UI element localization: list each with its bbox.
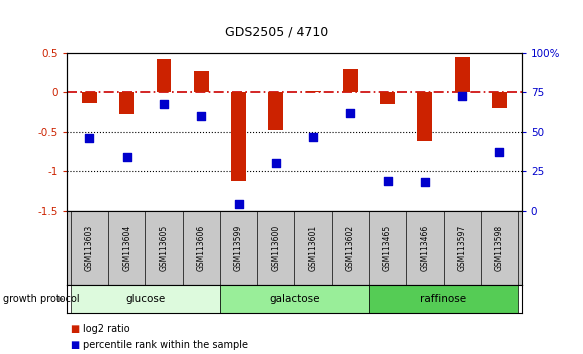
Bar xyxy=(120,92,134,114)
Text: log2 ratio: log2 ratio xyxy=(83,324,129,333)
Text: GDS2505 / 4710: GDS2505 / 4710 xyxy=(225,26,329,39)
Text: GSM113601: GSM113601 xyxy=(308,225,318,271)
Point xyxy=(308,134,318,139)
Bar xyxy=(380,92,395,104)
Bar xyxy=(220,285,369,313)
Text: ■: ■ xyxy=(70,324,79,333)
Text: GSM113465: GSM113465 xyxy=(383,225,392,271)
Text: GSM113598: GSM113598 xyxy=(495,225,504,271)
Text: glucose: glucose xyxy=(125,294,166,304)
Point xyxy=(234,201,243,207)
Text: GSM113466: GSM113466 xyxy=(420,225,429,271)
Text: galactose: galactose xyxy=(269,294,319,304)
Bar xyxy=(231,92,246,181)
Text: raffinose: raffinose xyxy=(420,294,466,304)
Text: percentile rank within the sample: percentile rank within the sample xyxy=(83,340,248,350)
Point xyxy=(271,161,280,166)
Bar xyxy=(492,92,507,108)
Point xyxy=(420,179,430,185)
Bar xyxy=(305,91,321,92)
Point xyxy=(346,110,355,116)
Point xyxy=(122,154,131,160)
Bar xyxy=(417,92,433,141)
Point xyxy=(196,113,206,119)
Text: ■: ■ xyxy=(70,340,79,350)
Text: GSM113597: GSM113597 xyxy=(458,225,466,271)
Bar xyxy=(455,57,469,92)
Text: GSM113606: GSM113606 xyxy=(196,225,206,271)
Bar xyxy=(156,59,171,92)
Bar xyxy=(194,71,209,92)
Bar xyxy=(71,285,220,313)
Point xyxy=(159,101,168,106)
Bar xyxy=(343,69,358,92)
Bar xyxy=(369,285,518,313)
Text: GSM113602: GSM113602 xyxy=(346,225,355,271)
Text: GSM113603: GSM113603 xyxy=(85,225,94,271)
Text: growth protocol: growth protocol xyxy=(3,294,79,304)
Text: GSM113599: GSM113599 xyxy=(234,225,243,271)
Point xyxy=(85,135,94,141)
Text: GSM113605: GSM113605 xyxy=(160,225,168,271)
Text: GSM113604: GSM113604 xyxy=(122,225,131,271)
Point xyxy=(458,93,467,98)
Point xyxy=(383,178,392,183)
Text: GSM113600: GSM113600 xyxy=(271,225,280,271)
Bar xyxy=(268,92,283,130)
Bar xyxy=(82,92,97,103)
Point xyxy=(495,149,504,155)
